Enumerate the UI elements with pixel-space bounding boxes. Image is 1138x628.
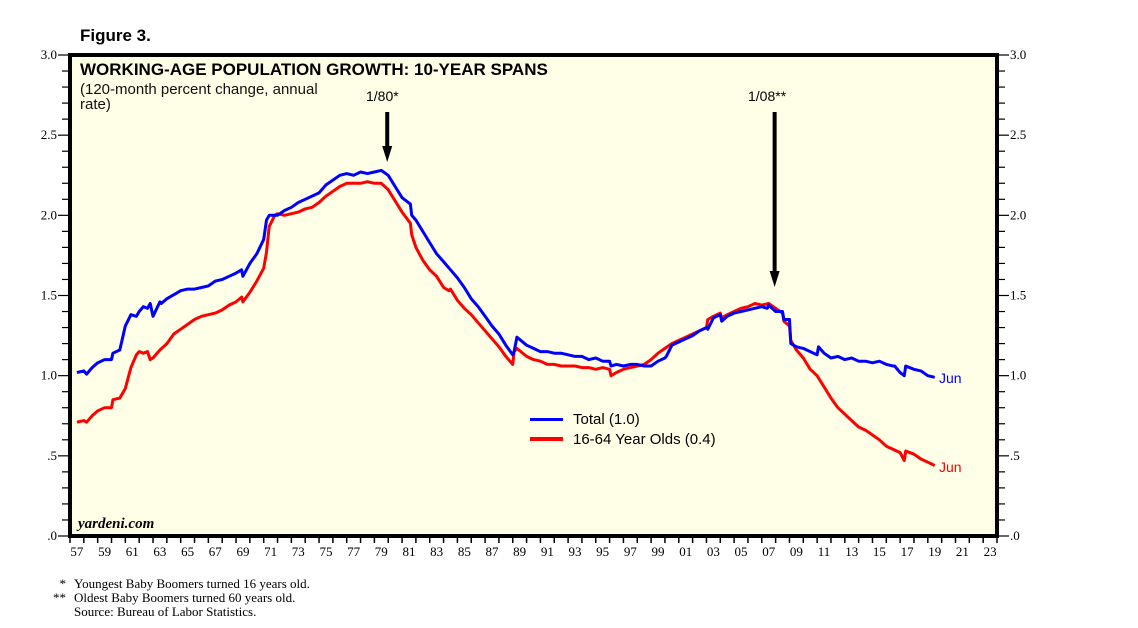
x-tick-label: 73 xyxy=(292,544,305,559)
y-tick-label-right: .5 xyxy=(1010,448,1020,463)
chart-title: WORKING-AGE POPULATION GROWTH: 10-YEAR S… xyxy=(80,60,548,79)
y-tick-label-right: 2.0 xyxy=(1010,207,1026,222)
watermark: yardeni.com xyxy=(78,516,155,532)
series-line-16-64 xyxy=(76,180,936,467)
footnote-text: Youngest Baby Boomers turned 16 years ol… xyxy=(74,576,310,591)
x-tick-label: 81 xyxy=(402,544,415,559)
y-tick-label-left: 1.0 xyxy=(41,368,57,383)
x-tick-label: 79 xyxy=(375,544,388,559)
y-tick-label-left: 2.0 xyxy=(41,207,57,222)
annotation-arrows xyxy=(382,112,780,287)
x-tick-label: 93 xyxy=(569,544,582,559)
footnote-text: Oldest Baby Boomers turned 60 years old. xyxy=(74,590,296,605)
x-tick-label: 83 xyxy=(430,544,443,559)
y-tick-label-left: 3.0 xyxy=(41,47,57,62)
end-label-total: Jun xyxy=(939,370,962,386)
x-tick-label: 89 xyxy=(513,544,526,559)
legend: Total (1.0) 16-64 Year Olds (0.4) xyxy=(530,409,716,449)
plot-area xyxy=(70,55,997,536)
x-tick-label: 05 xyxy=(735,544,748,559)
plot-border xyxy=(68,53,999,538)
x-tick-label: 77 xyxy=(347,544,361,559)
x-tick-label: 59 xyxy=(98,544,111,559)
x-tick-label: 57 xyxy=(70,544,84,559)
y-axis-left: 3.0 2.5 2.0 1.5 1.0 .5 .0 xyxy=(41,47,70,543)
y-tick-label-right: 3.0 xyxy=(1010,47,1026,62)
end-label-youth: Jun xyxy=(939,459,962,475)
footnote-source: Source: Bureau of Labor Statistics. xyxy=(40,605,310,619)
x-tick-label: 21 xyxy=(956,544,969,559)
annotation-arrow-head xyxy=(382,146,393,162)
x-tick-label: 19 xyxy=(928,544,941,559)
x-tick-label: 61 xyxy=(126,544,139,559)
y-tick-label-left: 1.5 xyxy=(41,288,57,303)
x-tick-label: 97 xyxy=(624,544,638,559)
y-tick-label-right: 1.0 xyxy=(1010,368,1026,383)
x-tick-label: 01 xyxy=(679,544,692,559)
x-tick-label: 75 xyxy=(319,544,332,559)
annotation-arrow-head xyxy=(769,271,780,287)
legend-item-total: Total (1.0) xyxy=(530,409,716,429)
x-tick-label: 99 xyxy=(652,544,665,559)
x-tick-label: 65 xyxy=(181,544,194,559)
annotation-label-1980: 1/80* xyxy=(366,88,399,104)
x-tick-label: 91 xyxy=(541,544,554,559)
x-tick-label: 15 xyxy=(873,544,886,559)
x-axis: 57 59 61 63 65 67 69 71 73 75 77 79 81 83 85 87 89 91 93 95… xyxy=(69,536,998,559)
footnotes: * Youngest Baby Boomers turned 16 years … xyxy=(40,577,310,619)
chart-subtitle: (120-month percent change, annual rate) xyxy=(80,81,318,113)
x-tick-label: 69 xyxy=(236,544,249,559)
legend-swatch-total xyxy=(530,417,563,421)
x-tick-label: 95 xyxy=(596,544,609,559)
y-tick-label-left: 2.5 xyxy=(41,127,57,142)
x-tick-label: 07 xyxy=(762,544,776,559)
y-tick-label-left: .0 xyxy=(47,528,57,543)
legend-swatch-youth xyxy=(530,437,563,441)
footnote-text: Source: Bureau of Labor Statistics. xyxy=(74,604,257,619)
footnote-2: ** Oldest Baby Boomers turned 60 years o… xyxy=(40,591,310,605)
y-tick-label-left: .5 xyxy=(47,448,57,463)
x-tick-label: 03 xyxy=(707,544,720,559)
series-line-total xyxy=(76,168,936,379)
y-tick-label-right: 1.5 xyxy=(1010,288,1026,303)
footnote-mark: * xyxy=(59,576,67,591)
legend-item-youth: 16-64 Year Olds (0.4) xyxy=(530,429,716,449)
legend-label-youth: 16-64 Year Olds (0.4) xyxy=(573,430,716,448)
x-tick-label: 71 xyxy=(264,544,277,559)
x-tick-label: 87 xyxy=(485,544,499,559)
x-tick-label: 23 xyxy=(984,544,997,559)
x-tick-label: 63 xyxy=(153,544,166,559)
annotation-label-2008: 1/08** xyxy=(748,88,787,104)
legend-label-total: Total (1.0) xyxy=(573,410,640,428)
figure-label: Figure 3. xyxy=(80,26,151,45)
x-tick-label: 11 xyxy=(818,544,831,559)
x-tick-label: 13 xyxy=(845,544,858,559)
series-lines xyxy=(76,168,936,467)
y-tick-label-right: .0 xyxy=(1010,528,1020,543)
x-tick-label: 85 xyxy=(458,544,471,559)
footnote-mark: ** xyxy=(53,590,66,605)
footnote-1: * Youngest Baby Boomers turned 16 years … xyxy=(40,577,310,591)
y-axis-right: 3.0 2.5 2.0 1.5 1.0 .5 .0 xyxy=(997,47,1026,543)
footnote-mark xyxy=(40,605,74,619)
x-tick-label: 17 xyxy=(901,544,915,559)
x-tick-label: 67 xyxy=(209,544,223,559)
y-tick-label-right: 2.5 xyxy=(1010,127,1026,142)
x-tick-label: 09 xyxy=(790,544,803,559)
